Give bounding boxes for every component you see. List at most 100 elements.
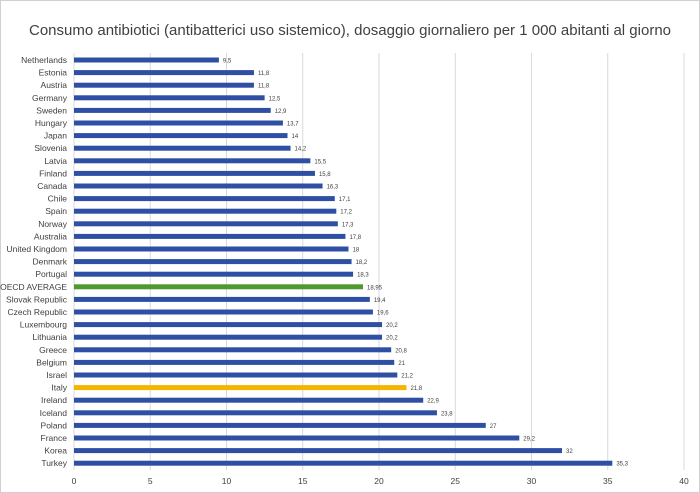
category-label: Hungary [35, 118, 68, 128]
category-label: Spain [45, 206, 67, 216]
bar [74, 221, 338, 227]
value-label: 9,5 [223, 59, 232, 65]
value-label: 16,3 [327, 185, 339, 191]
bar [74, 120, 283, 126]
bars [74, 57, 613, 466]
x-tick-label: 15 [298, 476, 308, 486]
bar [74, 385, 407, 391]
bar [74, 208, 337, 214]
category-labels: Netherlands Estonia Austria Germany Sweden Hu… [0, 55, 68, 468]
value-label: 12,5 [269, 96, 281, 102]
category-label: Germany [32, 93, 68, 103]
category-label: Japan [44, 131, 67, 141]
category-label: Ireland [41, 395, 67, 405]
value-label: 29,2 [523, 437, 535, 443]
bar [74, 359, 395, 365]
category-label: Portugal [35, 269, 67, 279]
value-label: 19,6 [377, 311, 389, 317]
value-label: 18,3 [357, 273, 369, 279]
bar [74, 70, 254, 76]
category-label: Turkey [41, 458, 67, 468]
x-tick-label: 0 [72, 476, 77, 486]
value-label: 19,4 [374, 298, 386, 304]
bar [74, 271, 354, 277]
category-label: Slovenia [34, 143, 67, 153]
bar [74, 448, 562, 454]
x-tick-label: 25 [451, 476, 461, 486]
bar [74, 107, 271, 113]
value-label: 23,8 [441, 411, 453, 417]
value-label: 15,8 [319, 172, 331, 178]
value-label: 11,8 [258, 71, 270, 77]
bar [74, 158, 311, 164]
category-label: Poland [41, 420, 68, 430]
category-label: Greece [39, 345, 67, 355]
bar [74, 170, 315, 176]
x-tick-label: 10 [222, 476, 232, 486]
value-label: 20,2 [386, 336, 398, 342]
value-labels: 9,5 11,8 11,8 12,5 12,9 13,7 14 14,2 15,5 15,8 16,… [223, 59, 629, 468]
bar [74, 334, 383, 340]
bar [74, 372, 398, 378]
category-label: OECD AVERAGE [0, 282, 67, 292]
bar [74, 284, 363, 290]
x-tick-label: 5 [148, 476, 153, 486]
value-label: 21,8 [410, 386, 422, 392]
bar [74, 95, 265, 101]
category-label: Slovak Republic [6, 294, 68, 304]
category-label: Finland [39, 168, 67, 178]
category-label: Latvia [44, 156, 67, 166]
category-label: Luxembourg [20, 320, 68, 330]
value-label: 14 [292, 134, 299, 140]
bar [74, 57, 219, 63]
value-label: 18,95 [367, 285, 383, 291]
bar [74, 296, 370, 302]
category-label: Korea [44, 446, 67, 456]
category-label: Austria [41, 80, 68, 90]
bar [74, 435, 520, 441]
bar [74, 322, 383, 328]
category-label: Belgium [36, 357, 67, 367]
bar [74, 422, 486, 428]
x-tick-label: 30 [527, 476, 537, 486]
bar [74, 397, 424, 403]
category-label: United Kingdom [7, 244, 67, 254]
value-label: 14,2 [295, 147, 307, 153]
bar [74, 259, 352, 265]
value-label: 21 [398, 361, 405, 367]
category-label: Norway [38, 219, 68, 229]
bar [74, 246, 349, 252]
category-label: Netherlands [21, 55, 67, 65]
category-label: France [41, 433, 68, 443]
bar [74, 460, 613, 466]
category-label: Italy [51, 383, 67, 393]
category-label: Iceland [40, 408, 68, 418]
category-label: Sweden [36, 105, 67, 115]
value-label: 20,8 [395, 348, 407, 354]
chart-title: Consumo antibiotici (antibatterici uso s… [28, 22, 672, 39]
value-label: 11,8 [258, 84, 270, 90]
value-label: 17,8 [349, 235, 361, 241]
bar [74, 145, 291, 151]
value-label: 17,2 [340, 210, 352, 216]
category-label: Estonia [39, 68, 68, 78]
value-label: 18 [353, 248, 360, 254]
category-label: Canada [37, 181, 67, 191]
value-label: 27 [490, 424, 497, 430]
bar [74, 309, 373, 315]
value-label: 32 [566, 449, 573, 455]
x-axis-ticks: 0 5 10 15 20 25 30 35 40 [72, 476, 689, 486]
category-label: Israel [46, 370, 67, 380]
bar [74, 82, 254, 88]
value-label: 21,2 [401, 374, 413, 380]
category-label: Chile [48, 194, 68, 204]
x-tick-label: 40 [679, 476, 689, 486]
bar [74, 347, 392, 353]
bar [74, 410, 437, 416]
value-label: 17,1 [339, 197, 351, 203]
category-label: Czech Republic [7, 307, 67, 317]
value-label: 12,9 [275, 109, 287, 115]
value-label: 18,2 [356, 260, 368, 266]
value-label: 17,3 [342, 222, 354, 228]
value-label: 15,5 [314, 159, 326, 165]
